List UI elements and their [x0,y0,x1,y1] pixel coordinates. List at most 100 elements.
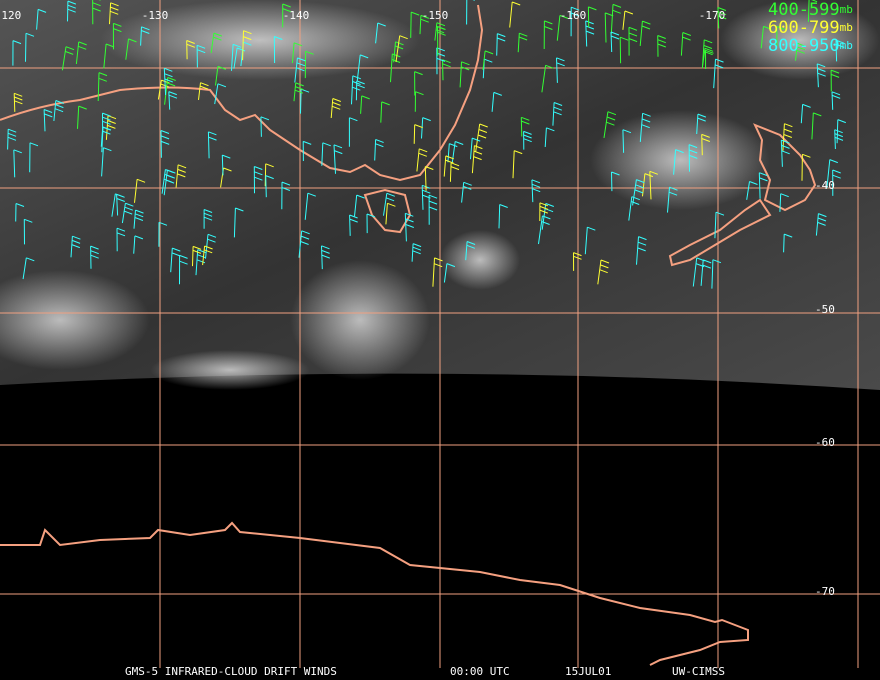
wind-barb [210,32,223,54]
wind-barb [436,47,446,75]
longitude-label: -140 [283,9,310,22]
wind-barb [360,95,370,114]
wind-barb [517,32,528,53]
legend-range: 800-950 [768,36,840,56]
wind-barb [168,91,178,110]
wind-barb [801,153,811,181]
longitude-label: -130 [142,9,169,22]
wind-barb [780,139,790,167]
wind-barb [61,46,75,71]
latitude-label: -60 [815,436,835,449]
wind-barb [746,181,758,200]
wind-barb [321,142,331,166]
wind-barb [632,179,645,206]
wind-barb [7,128,17,150]
wind-barb [366,213,376,234]
wind-barb [281,181,291,210]
wind-barb [585,20,595,47]
wind-barb [92,0,101,25]
wind-barb [520,116,530,137]
wind-barb [294,57,306,83]
wind-barb [835,39,845,62]
wind-barb [701,133,710,156]
wind-barb [196,44,206,68]
wind-barb [714,211,725,239]
wind-barb [164,77,176,105]
wind-barb [67,0,77,22]
wind-barb [628,196,640,221]
wind-barb [36,8,47,30]
wind-barb [414,91,424,112]
wind-barb [465,241,476,261]
wind-barb [163,67,173,96]
wind-barb [356,54,369,81]
wind-barb [597,259,610,285]
wind-barb [795,42,806,61]
wind-barb [831,91,841,110]
wind-barb [22,257,35,280]
wind-barb [105,115,117,140]
wind-barb [543,20,553,50]
wind-barb [482,50,494,71]
wind-barb [411,243,422,262]
wind-barb [112,22,122,50]
wind-barb [330,98,341,119]
wind-barb [413,124,423,144]
latitude-label: -40 [815,179,835,192]
wind-barb [705,49,714,70]
wind-barb [134,178,146,203]
wind-barb [603,111,617,138]
wind-barb [783,233,793,253]
legend-range: 600-799 [768,18,840,38]
wind-barb [807,0,818,22]
wind-barb [198,82,209,100]
wind-barb [604,12,614,43]
latitude-label: -70 [815,585,835,598]
wind-barb [231,43,242,71]
wind-barb [265,175,274,198]
wind-barb [101,147,112,177]
latitude-label: -50 [815,303,835,316]
longitude-label: -120 [0,9,21,22]
wind-barb [701,39,713,69]
wind-barb [836,119,846,144]
cloud-features [0,0,880,390]
coastlines [0,4,817,666]
wind-barb [657,35,666,57]
wind-barb [404,212,414,242]
longitude-label: -150 [422,9,449,22]
wind-barb [470,137,481,160]
wind-barb [25,32,35,62]
wind-barb [109,2,119,25]
wind-barb [175,164,187,188]
wind-barb [298,230,310,258]
wind-barb [116,193,125,216]
footer-source: UW-CIMSS [672,665,725,678]
wind-barb [622,129,632,153]
wind-barb [43,109,53,132]
wind-barb [221,154,231,176]
wind-barbs [7,0,846,289]
wind-barb [443,155,454,177]
wind-barb [832,169,841,196]
wind-barb [830,69,840,92]
wind-barb [584,226,596,255]
wind-barb [491,91,502,112]
wind-barb [242,30,252,61]
legend-entry: 400-599mb [768,0,853,20]
wind-barb [273,36,283,64]
footer-time: 00:00 UTC [450,665,510,678]
wind-barb [449,162,460,182]
wind-barb [587,6,597,28]
footer-title: GMS-5 INFRARED-CLOUD DRIFT WINDS [125,665,337,678]
legend-entry: 800-950mb [768,36,853,56]
wind-barb [622,10,634,30]
wind-barb [202,245,213,266]
wind-barb [815,213,827,236]
wind-barb [351,75,361,105]
legend-unit: mb [840,39,853,52]
wind-barb [432,257,443,287]
wind-barb [636,236,647,265]
